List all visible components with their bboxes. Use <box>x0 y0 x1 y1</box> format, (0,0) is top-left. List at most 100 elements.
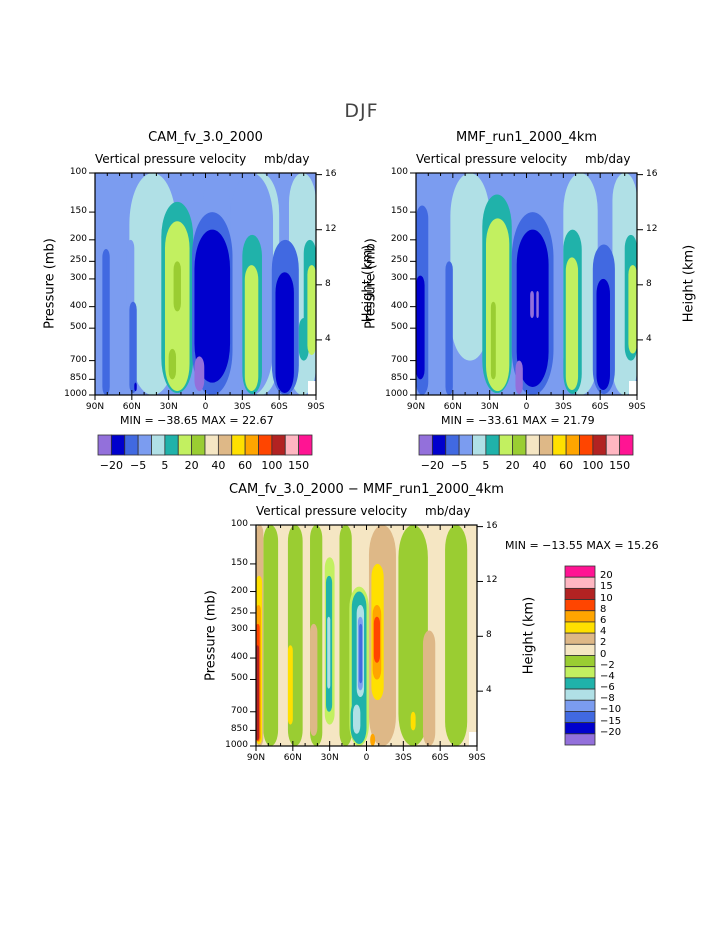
colorbar-swatch <box>564 699 596 712</box>
x-tick-label: 90N <box>246 753 266 763</box>
colorbar-swatch <box>552 434 567 456</box>
colorbar-swatch <box>445 434 460 456</box>
colorbar-swatch <box>564 576 596 589</box>
y-tick-label: 250 <box>230 606 248 617</box>
colorbar-swatch <box>204 434 219 456</box>
y-tick-label: 150 <box>390 206 408 217</box>
y2-axis-label: Height (km) <box>521 596 537 674</box>
y2-tick-label: 12 <box>325 223 337 234</box>
colorbar-label: 20 <box>505 459 520 472</box>
colorbar-swatch <box>564 677 596 690</box>
y2-tick-label: 4 <box>646 333 652 344</box>
contour-region <box>256 645 260 741</box>
y-tick-label: 850 <box>69 373 87 384</box>
colorbar-swatch <box>605 434 621 456</box>
contour-region <box>485 218 510 392</box>
contour-region <box>410 711 416 731</box>
colorbar-swatch <box>271 434 286 456</box>
colorbar-swatch <box>565 434 580 456</box>
y-tick-label: 1000 <box>225 740 248 750</box>
contour-region <box>134 382 137 392</box>
colorbar-label: 15 <box>600 581 613 593</box>
colorbar-swatch <box>564 688 596 701</box>
colorbar-label: −2 <box>600 659 615 671</box>
contour-region <box>445 525 468 746</box>
contour-region <box>416 275 425 380</box>
plot-title: MMF_run1_2000_4km <box>455 130 598 145</box>
y-tick-label: 250 <box>390 255 408 266</box>
y2-tick-label: 8 <box>486 630 492 641</box>
colorbar-swatch <box>151 434 166 456</box>
colorbar-swatch <box>284 434 300 456</box>
colorbar-swatch <box>485 434 500 456</box>
colorbar-label: 2 <box>600 637 607 649</box>
colorbar-mmf <box>418 434 634 456</box>
contour-region <box>536 290 539 319</box>
y2-tick-label: 4 <box>325 333 331 344</box>
colorbar-label: 6 <box>600 614 607 626</box>
contour-region <box>352 704 361 734</box>
y2-tick-label: 16 <box>325 168 337 179</box>
colorbar-swatch <box>110 434 126 456</box>
colorbar-swatch <box>124 434 139 456</box>
y2-axis-label: Height (km) <box>681 244 697 323</box>
x-tick-label: 30S <box>554 402 572 412</box>
colorbar-label: 40 <box>532 459 547 472</box>
colorbar-label: −20 <box>600 726 622 738</box>
colorbar-label: −20 <box>420 459 444 472</box>
colorbar-label: −6 <box>600 682 615 694</box>
x-tick-label: 30S <box>233 402 251 412</box>
y-axis-label: Pressure (mb) <box>203 589 219 681</box>
missing-data-patch <box>469 732 477 746</box>
colorbar-swatch <box>458 434 473 456</box>
colorbar-swatch <box>498 434 514 456</box>
contour-region <box>628 265 637 354</box>
colorbar-label: −8 <box>600 693 615 705</box>
colorbar-label: −20 <box>99 459 123 472</box>
x-tick-label: 90S <box>307 402 325 412</box>
colorbar-swatch <box>244 434 259 456</box>
colorbar-label: 60 <box>238 459 253 472</box>
x-tick-label: 0 <box>363 753 370 763</box>
y-tick-label: 400 <box>69 300 87 311</box>
x-tick-label: 60S <box>270 402 288 412</box>
contour-region <box>370 733 376 746</box>
colorbar-swatch <box>564 610 596 623</box>
x-tick-label: 0 <box>523 402 530 412</box>
colorbar-swatch <box>538 434 554 456</box>
colorbar-label: 5 <box>161 459 169 472</box>
x-tick-label: 90N <box>85 402 105 412</box>
contour-region <box>287 645 293 725</box>
min-max-label: MIN = −38.65 MAX = 22.67 <box>120 414 274 427</box>
y-tick-label: 100 <box>390 167 408 177</box>
colorbar-swatch <box>431 434 447 456</box>
y-tick-label: 200 <box>390 233 408 244</box>
contour-region <box>194 229 231 383</box>
contour-region <box>307 265 316 355</box>
colorbar-label: 10 <box>600 592 613 604</box>
colorbar-swatch <box>564 666 596 679</box>
contour-region <box>129 301 137 394</box>
y-tick-label: 500 <box>69 322 87 333</box>
y-tick-label: 1000 <box>385 389 408 399</box>
colorbar-label: 0 <box>600 648 607 660</box>
y2-tick-label: 4 <box>486 685 492 696</box>
contour-region <box>102 249 110 395</box>
colorbar-label: 100 <box>582 459 604 472</box>
colorbar-label: 4 <box>600 626 607 638</box>
y-tick-label: 850 <box>390 373 408 384</box>
contour-region <box>173 261 181 312</box>
contour-region <box>450 173 490 361</box>
y-axis-label: Pressure (mb) <box>42 238 58 329</box>
x-tick-label: 60N <box>122 402 141 412</box>
contour-region <box>194 356 205 392</box>
plot-subtitle-variable: Vertical pressure velocity <box>256 504 408 518</box>
colorbar-swatch <box>258 434 273 456</box>
colorbar-label: −10 <box>600 704 622 716</box>
y-tick-label: 150 <box>230 557 248 568</box>
colorbar-label: −5 <box>451 459 468 472</box>
y-tick-label: 200 <box>69 233 87 244</box>
contour-region <box>490 301 496 380</box>
y-tick-label: 850 <box>230 724 248 735</box>
contour-region <box>445 261 453 395</box>
